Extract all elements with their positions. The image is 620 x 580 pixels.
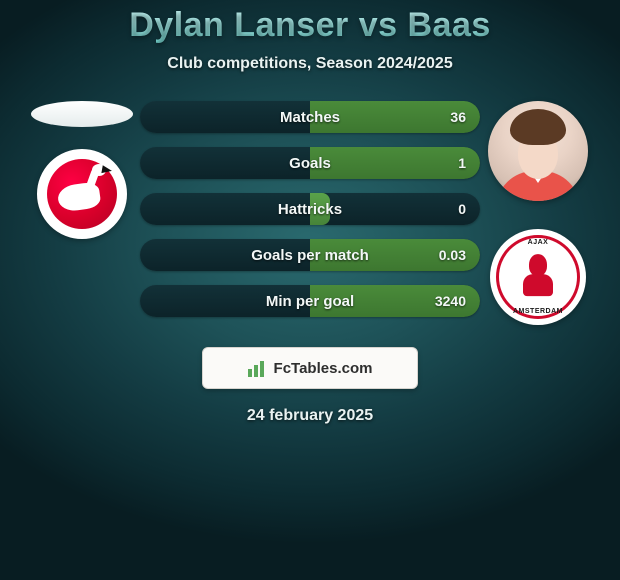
stat-row: 1Goals <box>140 147 480 179</box>
stat-left-value <box>140 147 310 179</box>
flamingo-icon <box>52 164 112 224</box>
stats-column: 36Matches 1Goals 0Hattricks 0.03Goals per m… <box>140 101 480 317</box>
player2-club-badge: AJAX AMSTERDAM <box>490 229 586 325</box>
stat-row: 0Hattricks <box>140 193 480 225</box>
club2-text-bottom: AMSTERDAM <box>490 308 586 315</box>
stat-right-value: 3240 <box>310 285 480 317</box>
subtitle: Club competitions, Season 2024/2025 <box>167 55 452 73</box>
stat-right-value: 0 <box>310 193 480 225</box>
brand-text: FcTables.com <box>274 360 373 377</box>
player1-photo-placeholder <box>31 101 133 127</box>
stat-left-value <box>140 193 310 225</box>
brand-chart-icon <box>248 359 266 377</box>
stat-row: 36Matches <box>140 101 480 133</box>
stat-right-value: 1 <box>310 147 480 179</box>
stat-row: 3240Min per goal <box>140 285 480 317</box>
right-column: AJAX AMSTERDAM <box>480 101 600 325</box>
club1-inner <box>47 159 117 229</box>
stat-left-value <box>140 239 310 271</box>
stat-left-value <box>140 285 310 317</box>
page-title: Dylan Lanser vs Baas <box>129 6 491 45</box>
brand-box[interactable]: FcTables.com <box>202 347 418 389</box>
player1-club-badge <box>37 149 127 239</box>
main-row: 36Matches 1Goals 0Hattricks 0.03Goals per m… <box>0 101 620 325</box>
stat-left-value <box>140 101 310 133</box>
infographic-container: Dylan Lanser vs Baas Club competitions, … <box>0 0 620 580</box>
player2-photo <box>488 101 588 201</box>
club2-text-top: AJAX <box>490 239 586 246</box>
left-column <box>20 101 140 239</box>
stat-right-value: 0.03 <box>310 239 480 271</box>
date-text: 24 february 2025 <box>247 407 373 425</box>
stat-row: 0.03Goals per match <box>140 239 480 271</box>
stat-right-value: 36 <box>310 101 480 133</box>
